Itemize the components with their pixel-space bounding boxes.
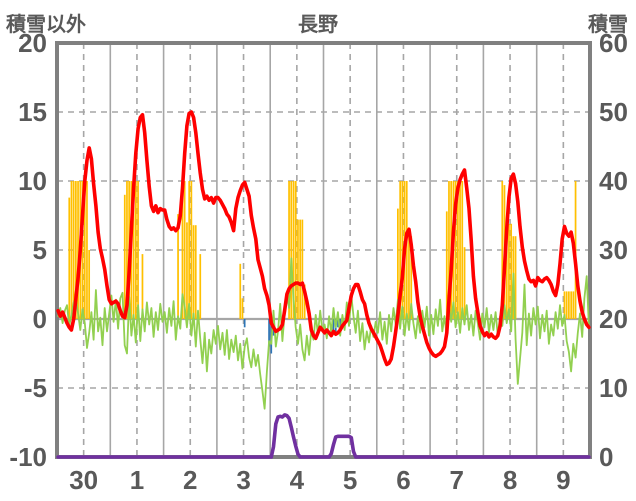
left-axis-tick-label: 20 xyxy=(18,28,47,58)
snow-depth-line xyxy=(56,413,591,459)
left-axis-tick-label: -10 xyxy=(9,442,47,472)
left-axis-tick-label: 0 xyxy=(33,304,47,334)
chart-header: 積雪以外 長野 積雪 xyxy=(0,4,636,38)
x-axis-tick-label: 30 xyxy=(69,465,98,495)
right-axis-tick-label: 20 xyxy=(599,304,628,334)
left-axis-tick-label: 5 xyxy=(33,235,47,265)
gridlines xyxy=(57,43,590,457)
x-axis-tick-label: 8 xyxy=(503,465,517,495)
x-axis-tick-label: 2 xyxy=(183,465,197,495)
right-axis-tick-label: 40 xyxy=(599,166,628,196)
x-axis-tick-label: 5 xyxy=(343,465,357,495)
left-axis-tick-label: 10 xyxy=(18,166,47,196)
right-axis-tick-label: 50 xyxy=(599,97,628,127)
x-axis-tick-label: 6 xyxy=(396,465,410,495)
temperature-line xyxy=(56,110,591,367)
x-axis-tick-label: 9 xyxy=(556,465,570,495)
left-axis-tick-label: -5 xyxy=(24,373,47,403)
right-axis-title: 積雪 xyxy=(588,14,628,36)
right-axis-tick-label: 10 xyxy=(599,373,628,403)
chart-title: 長野 xyxy=(298,14,338,36)
left-axis-tick-label: 15 xyxy=(18,97,47,127)
x-axis-tick-label: 3 xyxy=(236,465,250,495)
right-axis-tick-label: 0 xyxy=(599,442,613,472)
left-axis-title: 積雪以外 xyxy=(6,14,86,36)
x-axis-tick-label: 7 xyxy=(450,465,464,495)
right-axis-tick-label: 30 xyxy=(599,235,628,265)
x-axis-tick-label: 4 xyxy=(290,465,305,495)
x-axis-tick-label: 1 xyxy=(130,465,144,495)
right-axis-tick-label: 60 xyxy=(599,28,628,58)
